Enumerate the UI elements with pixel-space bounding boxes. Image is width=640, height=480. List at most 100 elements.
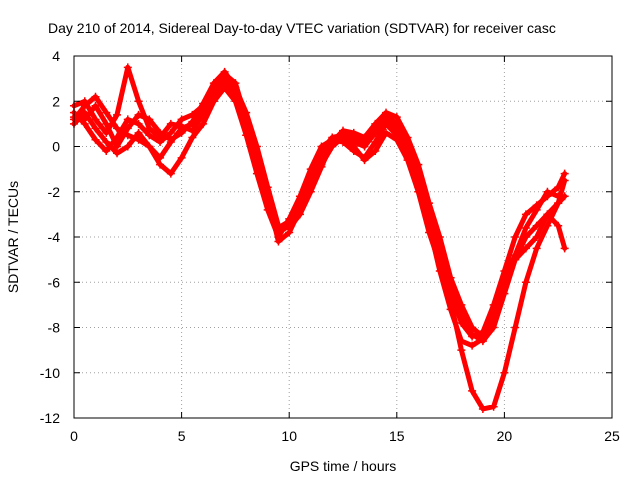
y-tick-label: -8 (48, 320, 61, 336)
data-point (554, 183, 563, 192)
x-tick-label: 25 (604, 428, 620, 444)
data-point (166, 169, 175, 178)
data-point (468, 323, 477, 332)
data-point (263, 205, 272, 214)
data-point (274, 233, 283, 241)
data-point (306, 165, 315, 174)
data-point (231, 83, 240, 92)
data-point (134, 97, 143, 106)
grid-lines (74, 56, 612, 418)
data-point (177, 115, 186, 124)
y-tick-label: -2 (48, 184, 61, 200)
data-point (532, 205, 541, 214)
data-point (220, 67, 229, 76)
data-point (382, 108, 391, 117)
y-tick-label: -12 (40, 410, 60, 426)
data-point (317, 162, 326, 171)
data-point (123, 115, 132, 124)
data-point (188, 117, 197, 126)
data-point (317, 142, 326, 151)
series-group (70, 63, 569, 413)
data-point (457, 337, 466, 346)
x-tick-label: 20 (497, 428, 513, 444)
data-point (134, 128, 143, 137)
data-point (188, 126, 197, 135)
data-point (500, 368, 509, 377)
x-tick-label: 5 (178, 428, 186, 444)
data-point (102, 147, 111, 156)
data-point (560, 169, 569, 178)
data-point (209, 79, 218, 88)
data-point (414, 187, 423, 196)
data-point (435, 233, 444, 241)
data-point (339, 133, 347, 142)
data-point (252, 142, 261, 151)
data-point (511, 251, 520, 260)
data-point (177, 128, 186, 137)
data-point (177, 122, 186, 131)
data-point (446, 273, 455, 282)
y-tick-label: -6 (48, 274, 61, 290)
data-point (91, 135, 100, 144)
data-point (468, 341, 477, 350)
data-point (145, 115, 154, 124)
data-point (521, 278, 530, 287)
data-point (500, 273, 509, 282)
series-line-5 (71, 69, 561, 340)
data-point (425, 199, 434, 208)
data-point (414, 160, 423, 169)
data-point (521, 223, 530, 232)
y-tick-label: -10 (40, 365, 60, 381)
series-line-4 (71, 64, 568, 340)
data-point (511, 233, 520, 241)
data-point (371, 119, 380, 128)
data-point (489, 402, 498, 411)
data-point (134, 119, 143, 128)
data-point (382, 128, 391, 137)
y-tick-label: 2 (52, 93, 60, 109)
data-point (199, 110, 208, 119)
data-point (156, 160, 165, 169)
data-point (123, 142, 132, 151)
data-point (560, 244, 569, 253)
data-point (188, 133, 197, 142)
data-point (263, 183, 272, 192)
data-point (91, 124, 100, 133)
data-point (532, 233, 541, 241)
data-point (457, 346, 466, 355)
data-point (521, 210, 530, 219)
data-point (166, 119, 175, 128)
data-point (91, 101, 100, 110)
data-point (392, 135, 401, 144)
data-point (511, 323, 520, 332)
data-point (457, 318, 466, 327)
data-point (554, 199, 563, 208)
data-point (102, 108, 111, 117)
data-point (220, 79, 229, 88)
data-point (532, 244, 541, 253)
data-point (285, 223, 294, 232)
data-point (446, 305, 455, 314)
data-point (403, 156, 412, 165)
x-tick-label: 15 (389, 428, 405, 444)
data-point (554, 192, 563, 201)
data-point (554, 221, 563, 230)
data-point (134, 110, 143, 119)
data-point (382, 119, 391, 128)
data-point (306, 187, 315, 196)
data-point (145, 124, 154, 133)
data-point (295, 210, 304, 219)
axis-ticks: 0 5 10 15 20 25 -12 -10 -8 -6 -4 -2 0 2 4 (40, 48, 620, 444)
data-point (113, 149, 122, 158)
data-point (425, 228, 434, 237)
x-tick-label: 10 (281, 428, 297, 444)
data-point (242, 108, 251, 117)
data-point (199, 119, 208, 128)
data-point (177, 153, 186, 162)
data-point (145, 131, 154, 140)
data-point (123, 63, 132, 72)
y-tick-label: 0 (52, 139, 60, 155)
data-point (446, 287, 455, 296)
y-tick-label: -4 (48, 229, 61, 245)
